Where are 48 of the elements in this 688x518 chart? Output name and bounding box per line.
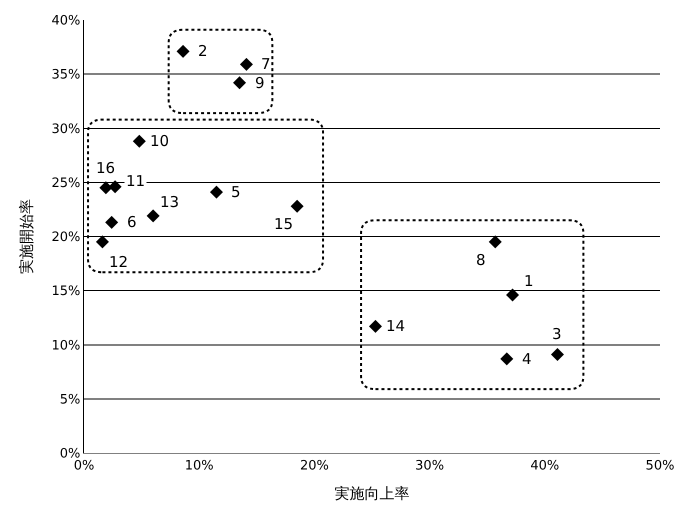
x-tick-label: 50% xyxy=(646,458,674,474)
point xyxy=(99,181,112,194)
point xyxy=(146,209,160,222)
annotation: 8 xyxy=(476,251,486,269)
y-axis-title: 実施開始率 xyxy=(18,199,36,274)
point xyxy=(132,134,146,148)
annotation: 14 xyxy=(386,317,406,335)
x-tick-label: 10% xyxy=(184,458,214,474)
y-tick-label: 20% xyxy=(51,230,80,246)
annotation: 16 xyxy=(96,159,116,177)
annotation: 3 xyxy=(552,325,562,343)
point xyxy=(488,235,502,248)
annotation: 2 xyxy=(198,42,208,60)
annotation: 11 xyxy=(126,172,146,190)
point xyxy=(96,235,109,248)
annotation: 12 xyxy=(109,253,128,271)
annotation: 15 xyxy=(274,215,294,233)
annotation: 13 xyxy=(160,193,180,211)
y-tick-label: 35% xyxy=(51,68,80,83)
annotation: 4 xyxy=(522,350,532,368)
y-tick-label: 5% xyxy=(60,392,80,408)
point xyxy=(210,186,223,199)
point xyxy=(176,44,190,58)
y-tick-label: 25% xyxy=(51,176,80,191)
y-tick-label: 40% xyxy=(51,14,80,29)
point xyxy=(506,288,520,302)
x-axis-title: 実施向上率 xyxy=(334,484,410,503)
annotation: 6 xyxy=(127,213,137,231)
x-tick-label: 30% xyxy=(415,458,444,474)
point xyxy=(233,76,246,90)
point xyxy=(500,352,514,366)
annotation: 1 xyxy=(524,272,534,290)
point xyxy=(105,216,118,229)
y-tick-label: 30% xyxy=(51,122,80,137)
annotation: 7 xyxy=(261,55,271,73)
annotation: 9 xyxy=(255,74,265,92)
x-tick-label: 0% xyxy=(74,458,94,474)
point xyxy=(108,180,122,194)
point xyxy=(368,320,382,333)
annotation: 5 xyxy=(231,183,241,201)
annotation: 10 xyxy=(150,132,170,150)
point xyxy=(240,58,253,71)
y-tick-label: 15% xyxy=(51,284,80,300)
y-tick-label: 10% xyxy=(51,338,80,354)
x-tick-label: 20% xyxy=(300,458,329,474)
point xyxy=(290,200,304,213)
point xyxy=(550,348,564,361)
x-tick-label: 40% xyxy=(530,458,560,474)
